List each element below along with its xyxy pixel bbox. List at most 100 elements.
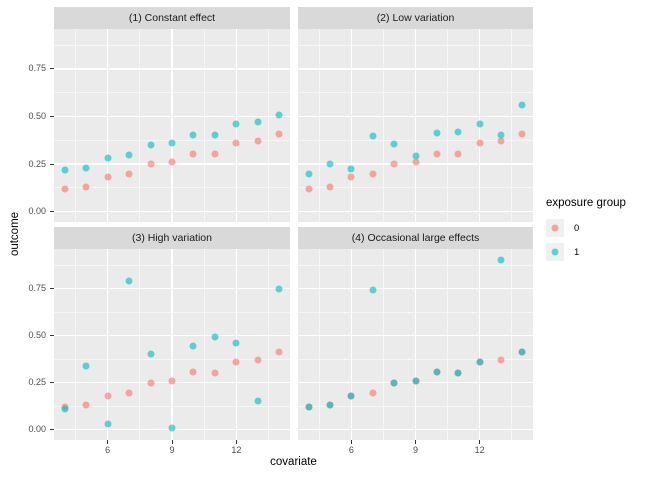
data-point-group1 [412,152,419,160]
major-gridline [106,29,109,222]
data-point-group1 [125,277,133,285]
data-point-group1 [254,118,262,126]
data-point-group1 [104,420,112,428]
data-point-group0 [275,348,283,356]
minor-gridline [511,29,513,222]
major-gridline [106,249,109,440]
x-tick-mark [415,440,416,444]
data-point-group1 [305,170,313,177]
data-point-group1 [82,164,90,172]
data-point-group0 [211,369,219,377]
data-point-group0 [61,185,69,193]
facet-strip-label: (3) High variation [132,232,212,244]
x-tick-label: 12 [231,445,242,455]
data-point-group1 [232,120,240,128]
x-tick-mark [235,440,237,444]
panel-low-variation [298,29,533,222]
legend-item-label: 1 [574,246,580,258]
facet-strip-label: (1) Constant effect [128,12,216,24]
x-tick-mark [479,440,481,444]
data-point-group0 [189,368,197,376]
data-point-group1 [168,424,176,432]
legend: exposure group 0 1 [546,197,626,267]
major-gridline [350,29,353,222]
data-point-group1 [326,401,334,409]
data-point-group0 [168,158,176,166]
data-point-group1 [369,286,377,294]
minor-gridline [75,249,76,440]
data-point-group0 [189,150,197,158]
major-gridline [414,249,417,440]
facet-strip-occasional-large-effects: (4) Occasional large effects [298,227,533,249]
data-point-group1 [189,131,197,139]
data-point-group1 [254,397,262,405]
data-point-group0 [347,173,355,181]
data-point-group1 [211,131,219,139]
y-tick-mark [49,288,54,290]
data-point-group1 [147,141,155,149]
x-tick-label: 9 [412,445,418,455]
legend-item-group1: 1 [546,243,626,261]
x-tick-mark [107,440,109,444]
data-point-group1 [211,333,219,341]
data-point-group0 [104,173,112,181]
legend-item-group0: 0 [546,219,626,237]
data-point-group1 [433,368,441,376]
minor-gridline [447,29,448,222]
data-point-group1 [125,151,133,159]
data-point-group0 [369,389,377,397]
major-gridline [350,249,353,440]
data-point-group1 [347,392,355,400]
facet-strip-low-variation: (2) Low variation [298,7,533,29]
data-point-group1 [189,342,197,350]
data-point-group0 [147,160,155,168]
y-tick-label: 0.50 [28,110,46,121]
y-tick-mark [49,335,54,337]
y-tick-label: 0.25 [28,377,46,388]
data-point-group1 [147,350,155,358]
y-tick-mark [49,163,54,165]
data-point-group1 [390,379,398,387]
x-tick-label: 6 [348,445,354,455]
data-point-group1 [518,348,526,356]
data-point-group1 [305,403,313,411]
y-tick-label: 0.00 [28,424,46,435]
data-point-group1 [476,358,484,366]
data-point-group1 [518,101,526,109]
y-tick-label: 0.75 [28,63,46,74]
legend-title: exposure group [546,197,626,209]
y-axis-title: outcome [9,211,21,257]
data-point-group0 [454,150,462,158]
data-point-group1 [412,377,419,385]
panel-occasional-large-effects [298,249,533,440]
data-point-group0 [390,160,398,168]
minor-gridline [139,29,141,222]
data-point-group1 [454,128,462,136]
minor-gridline [383,29,384,222]
y-tick-label: 0.50 [28,330,46,341]
major-gridline [171,249,173,440]
x-tick-label: 12 [474,445,485,455]
minor-gridline [447,249,448,440]
data-point-group0 [412,158,419,166]
data-point-group0 [497,137,505,145]
data-point-group0 [82,401,90,409]
data-point-group1 [433,129,441,137]
facet-strip-label: (4) Occasional large effects [351,232,480,244]
minor-gridline [511,249,513,440]
data-point-group0 [497,356,505,364]
minor-gridline [75,29,76,222]
panel-constant-effect [54,29,290,222]
data-point-group1 [497,131,505,139]
minor-gridline [139,249,141,440]
legend-item-label: 0 [574,222,580,234]
group0-dot-icon [551,224,559,232]
data-point-group1 [232,339,240,347]
data-point-group0 [232,358,240,366]
data-point-group0 [168,377,176,385]
x-axis-title: covariate [270,456,317,468]
data-point-group0 [82,183,90,191]
y-tick-mark [49,68,54,70]
y-tick-label: 0.00 [28,206,46,217]
data-point-group0 [326,183,334,191]
